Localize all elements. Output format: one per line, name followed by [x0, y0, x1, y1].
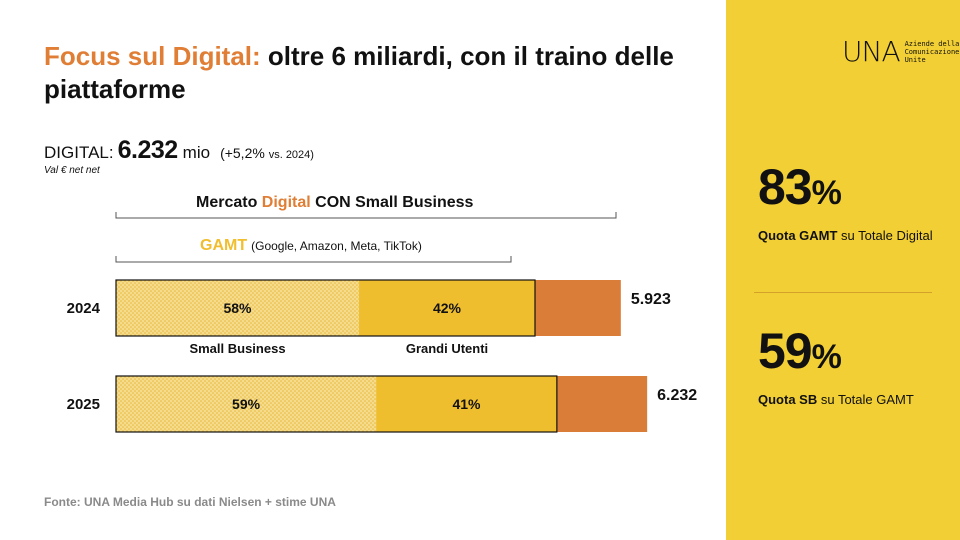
logo-text: Aziende della Comunicazione Unite [904, 40, 960, 64]
value-note: Val € net net [44, 165, 100, 176]
digital-delta: (+5,2% vs. 2024) [220, 145, 314, 161]
gamt-bracket-label: GAMT (Google, Amazon, Meta, TikTok) [200, 237, 422, 255]
bar-gamt-outline-2025 [115, 375, 558, 433]
category-label-2025: 2025 [67, 396, 100, 413]
label-grandi-utenti-2024: 42% [433, 300, 462, 316]
bar-grandi-utenti-2024 [359, 280, 536, 336]
bar-gamt-outline-2024 [115, 279, 536, 337]
total-label-2024: 5.923 [631, 291, 671, 308]
una-logo: UNA Aziende della Comunicazione Unite [842, 38, 960, 66]
kpi-gamt-rest: su Totale Digital [837, 228, 933, 243]
kpi-divider [754, 292, 932, 293]
digital-delta-note: vs. 2024) [268, 149, 314, 161]
source-note: Fonte: UNA Media Hub su dati Nielsen + s… [44, 495, 336, 509]
bar-grandi-utenti-2025 [376, 376, 557, 432]
gamt-label-sub: (Google, Amazon, Meta, TikTok) [251, 239, 422, 253]
digital-unit: mio [182, 143, 211, 162]
kpi-gamt-pct: % [811, 174, 842, 212]
series-label-small-business: Small Business [189, 341, 285, 356]
gamt-bracket [115, 256, 512, 263]
logo-mark: UNA [842, 35, 901, 68]
series-label-grandi-utenti: Grandi Utenti [406, 341, 488, 356]
digital-delta-value: (+5,2% [220, 145, 265, 161]
market-bracket [115, 212, 617, 219]
kpi-gamt-bold: Quota GAMT [758, 228, 838, 243]
market-bracket-label: Mercato Digital CON Small Business [196, 194, 473, 212]
total-label-2025: 6.232 [657, 387, 697, 404]
kpi-panel [726, 0, 960, 540]
title-accent: Focus sul Digital: [44, 41, 261, 71]
label-grandi-utenti-2025: 41% [452, 396, 481, 412]
bar-other-2025 [556, 376, 648, 432]
kpi-gamt-value: 83 [758, 159, 813, 215]
kpi-sb-share: 59% Quota SB su Totale GAMT [758, 326, 938, 410]
bar-small-business-2024 [116, 280, 360, 336]
gamt-label-highlight: GAMT [200, 237, 248, 254]
bar-small-business-2025 [116, 376, 377, 432]
kpi-sb-pct: % [811, 338, 842, 376]
stacked-bar-chart: 2024 58% 42% 5.923 Small Business Grandi Uten… [67, 212, 697, 433]
page-title: Focus sul Digital: oltre 6 miliardi, con… [44, 40, 724, 106]
kpi-sb-bold: Quota SB [758, 392, 818, 407]
digital-label: DIGITAL: [44, 143, 114, 162]
market-label-pre: Mercato [196, 194, 262, 211]
kpi-sb-rest: su Totale GAMT [817, 392, 914, 407]
bar-other-2024 [535, 280, 621, 336]
kpi-gamt-share: 83% Quota GAMT su Totale Digital [758, 162, 938, 246]
label-small-business-2024: 58% [223, 300, 252, 316]
kpi-sb-value: 59 [758, 323, 813, 379]
market-label-highlight: Digital [261, 194, 311, 211]
title-rest: oltre 6 miliardi, con il traino delle pi… [44, 41, 674, 104]
digital-value: 6.232 [117, 136, 179, 164]
market-label-post: CON Small Business [310, 194, 474, 211]
digital-total: DIGITAL: 6.232 mio (+5,2% vs. 2024) [44, 136, 314, 165]
category-label-2024: 2024 [67, 300, 101, 317]
label-small-business-2025: 59% [232, 396, 261, 412]
